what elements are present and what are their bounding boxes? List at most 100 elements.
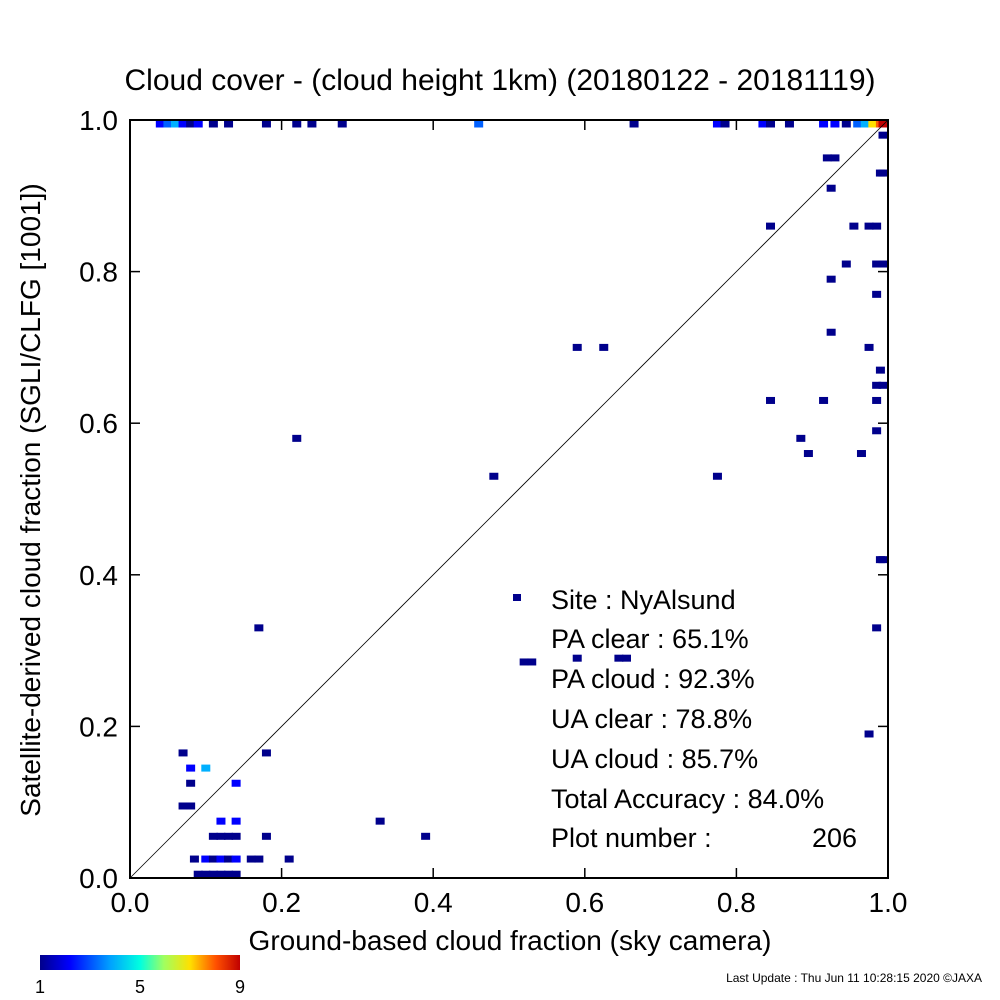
axis-ticks: 0.0 0.2 0.4 0.6 0.8 1.0 0.0 0.2 0.4 0.6 0.8 1.0: [79, 105, 907, 918]
x-tick-label: 0.0: [111, 887, 150, 918]
data-point: [819, 120, 829, 128]
x-axis-label: Ground-based cloud fraction (sky camera): [249, 925, 772, 956]
stat-pa-clear: PA clear : 65.1%: [551, 624, 749, 654]
data-point: [208, 855, 218, 863]
data-point: [878, 120, 888, 128]
data-point: [178, 749, 188, 757]
data-point: [292, 434, 302, 442]
y-tick-label: 0.4: [79, 560, 118, 591]
data-point: [872, 396, 882, 404]
data-point: [231, 870, 241, 878]
stat-ua-clear: UA clear : 78.8%: [551, 704, 752, 734]
legend-site: Site : NyAlsund: [551, 585, 736, 615]
data-point: [231, 817, 241, 825]
plot-frame: [129, 119, 889, 879]
data-marks: [155, 120, 888, 878]
x-tick-label: 0.8: [717, 887, 756, 918]
data-point: [826, 184, 836, 192]
data-point: [796, 434, 806, 442]
data-point: [208, 870, 218, 878]
legend-marker: [513, 594, 521, 601]
data-point: [224, 832, 234, 840]
data-point: [261, 749, 271, 757]
data-point: [186, 764, 196, 772]
x-tick-label: 0.6: [565, 887, 604, 918]
data-point: [193, 870, 203, 878]
data-point: [878, 381, 888, 389]
data-point: [841, 120, 851, 128]
data-point: [421, 832, 431, 840]
data-point: [878, 131, 888, 139]
data-point: [878, 260, 888, 268]
stat-ua-cloud: UA cloud : 85.7%: [551, 744, 758, 774]
data-point: [261, 120, 271, 128]
data-point: [830, 154, 840, 162]
colorbar-ticks: 1 5 9: [35, 977, 245, 997]
chart-title: Cloud cover - (cloud height 1km) (201801…: [125, 64, 876, 97]
data-point: [872, 290, 882, 298]
data-point: [201, 764, 211, 772]
data-point: [766, 222, 776, 230]
data-point: [186, 120, 196, 128]
colorbar: [40, 955, 240, 970]
y-tick-label: 0.6: [79, 408, 118, 439]
data-point: [864, 222, 874, 230]
data-point: [875, 366, 885, 374]
data-point: [189, 855, 199, 863]
data-point: [872, 260, 882, 268]
data-point: [826, 275, 836, 283]
data-point: [489, 472, 499, 480]
data-point: [849, 222, 859, 230]
data-point: [375, 817, 385, 825]
data-point: [178, 120, 188, 128]
data-point: [864, 730, 874, 738]
data-point: [246, 855, 256, 863]
data-point: [201, 855, 211, 863]
data-point: [216, 817, 226, 825]
data-point: [201, 870, 211, 878]
data-point: [822, 154, 832, 162]
data-point: [284, 855, 294, 863]
data-point: [292, 120, 302, 128]
data-point: [878, 556, 888, 564]
data-point: [163, 120, 173, 128]
data-point: [853, 120, 863, 128]
data-point: [231, 855, 241, 863]
data-point: [519, 658, 529, 666]
data-point: [878, 169, 888, 177]
y-axis-label: Satellite-derived cloud fraction (SGLI/C…: [15, 183, 46, 816]
data-point: [864, 343, 874, 351]
data-point: [224, 855, 234, 863]
data-point: [872, 624, 882, 632]
footer-last-update: Last Update : Thu Jun 11 10:28:15 2020 ©…: [726, 971, 982, 985]
data-point: [155, 120, 165, 128]
y-tick-label: 1.0: [79, 105, 118, 136]
colorbar-tick-label: 5: [135, 977, 145, 997]
data-point: [208, 120, 218, 128]
data-point: [758, 120, 768, 128]
stat-total-accuracy: Total Accuracy : 84.0%: [551, 784, 824, 814]
data-point: [224, 870, 234, 878]
data-point: [784, 120, 794, 128]
one-to-one-line: [129, 119, 889, 879]
data-point: [224, 120, 234, 128]
data-point: [621, 654, 631, 662]
data-point: [572, 343, 582, 351]
data-point: [614, 654, 624, 662]
data-point: [766, 120, 776, 128]
data-point: [819, 396, 829, 404]
data-point: [307, 120, 317, 128]
data-point: [572, 654, 582, 662]
data-point: [826, 328, 836, 336]
x-tick-label: 0.4: [414, 887, 453, 918]
data-point: [712, 120, 722, 128]
data-point: [231, 832, 241, 840]
data-point: [261, 832, 271, 840]
data-point: [216, 870, 226, 878]
data-point: [856, 450, 866, 458]
y-tick-label: 0.2: [79, 711, 118, 742]
data-point: [527, 658, 537, 666]
data-point: [830, 120, 840, 128]
stat-pa-cloud: PA cloud : 92.3%: [551, 664, 755, 694]
